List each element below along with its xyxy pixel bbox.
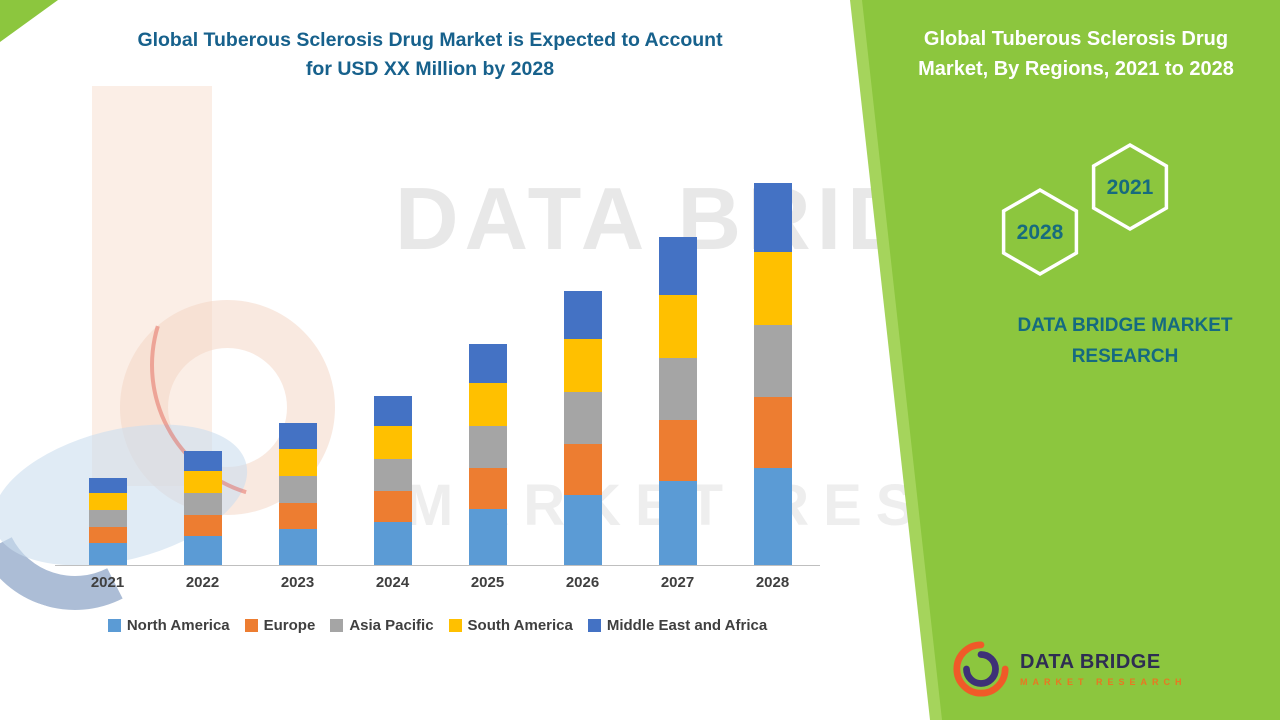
logo-purple-arc xyxy=(963,651,999,687)
brand-line1: DATA BRIDGE MARKET xyxy=(1017,315,1233,336)
segment-south-america-2022 xyxy=(183,471,222,493)
segment-north-america-2026 xyxy=(563,495,602,565)
segment-middle-east-and-africa-2021 xyxy=(88,478,127,493)
segment-middle-east-and-africa-2022 xyxy=(183,451,222,471)
segment-north-america-2024 xyxy=(373,522,412,565)
segment-south-america-2027 xyxy=(658,295,697,358)
segment-south-america-2024 xyxy=(373,426,412,459)
dbmr-logo: DATA BRIDGE MARKET RESEARCH xyxy=(952,640,1187,698)
segment-middle-east-and-africa-2027 xyxy=(658,237,697,295)
hexagon-2021-outline xyxy=(1091,142,1169,232)
segment-middle-east-and-africa-2024 xyxy=(373,396,412,426)
logo-text-main: DATA BRIDGE xyxy=(1020,651,1161,673)
segment-south-america-2028 xyxy=(753,252,792,325)
hexagon-2028-label: 2028 xyxy=(1017,221,1064,244)
segment-europe-2027 xyxy=(658,420,697,481)
segment-asia-pacific-2025 xyxy=(468,426,507,468)
brand-line2: RESEARCH xyxy=(1071,346,1179,367)
panel-title-line2: Market, By Regions, 2021 to 2028 xyxy=(918,58,1234,80)
segment-europe-2028 xyxy=(753,397,792,468)
bar-2024 xyxy=(373,396,412,565)
dbmr-logo-text: DATA BRIDGE MARKET RESEARCH xyxy=(1020,651,1187,687)
legend-swatch-asia-pacific xyxy=(330,619,344,632)
legend-swatch-middle-east-and-africa xyxy=(587,619,601,632)
segment-middle-east-and-africa-2023 xyxy=(278,423,317,449)
segment-europe-2021 xyxy=(88,527,127,543)
bar-2027 xyxy=(658,237,697,565)
segment-europe-2025 xyxy=(468,468,507,509)
x-axis-line xyxy=(55,565,820,566)
chart-legend: North America Europe Asia Pacific South Ame… xyxy=(55,617,820,634)
chart-title-line2: for USD XX Million by 2028 xyxy=(305,58,555,80)
legend-label-north-america: North America xyxy=(126,617,230,634)
segment-europe-2026 xyxy=(563,444,602,495)
legend-item-asia-pacific: Asia Pacific xyxy=(330,617,434,634)
logo-text-sub: MARKET RESEARCH xyxy=(1020,677,1187,687)
segment-asia-pacific-2027 xyxy=(658,358,697,420)
bar-2025 xyxy=(468,344,507,565)
bar-2022 xyxy=(183,451,222,565)
segment-middle-east-and-africa-2025 xyxy=(468,344,507,383)
segment-asia-pacific-2024 xyxy=(373,459,412,491)
legend-swatch-south-america xyxy=(448,619,462,632)
legend-item-north-america: North America xyxy=(107,617,230,634)
x-axis-label-2028: 2028 xyxy=(755,574,790,591)
segment-south-america-2023 xyxy=(278,449,317,476)
segment-south-america-2025 xyxy=(468,383,507,426)
chart-title-line1: Global Tuberous Sclerosis Drug Market is… xyxy=(137,29,723,51)
segment-north-america-2027 xyxy=(658,481,697,565)
segment-north-america-2025 xyxy=(468,509,507,565)
panel-title-line1: Global Tuberous Sclerosis Drug xyxy=(923,28,1229,50)
bar-2028 xyxy=(753,183,792,565)
hexagon-2028-outline xyxy=(1001,187,1079,277)
legend-swatch-north-america xyxy=(107,619,121,632)
chart-title: Global Tuberous Sclerosis Drug Market is… xyxy=(70,26,790,84)
legend-label-asia-pacific: Asia Pacific xyxy=(349,617,434,634)
legend-label-south-america: South America xyxy=(467,617,573,634)
segment-north-america-2022 xyxy=(183,536,222,565)
legend-label-europe: Europe xyxy=(263,617,316,634)
segment-asia-pacific-2026 xyxy=(563,392,602,444)
legend-item-europe: Europe xyxy=(244,617,316,634)
bar-2026 xyxy=(563,291,602,565)
segment-north-america-2023 xyxy=(278,529,317,565)
brand-text: DATA BRIDGE MARKET RESEARCH xyxy=(955,310,1280,372)
legend-item-middle-east-and-africa: Middle East and Africa xyxy=(587,617,768,634)
logo-orange-arc xyxy=(953,641,1009,697)
x-axis-label-2027: 2027 xyxy=(660,574,695,591)
segment-south-america-2021 xyxy=(88,493,127,510)
segment-north-america-2028 xyxy=(753,468,792,565)
x-axis-label-2025: 2025 xyxy=(470,574,505,591)
segment-asia-pacific-2022 xyxy=(183,493,222,515)
x-axis-label-2023: 2023 xyxy=(280,574,315,591)
segment-europe-2024 xyxy=(373,491,412,522)
x-axis-label-2022: 2022 xyxy=(185,574,220,591)
segment-middle-east-and-africa-2026 xyxy=(563,291,602,339)
hexagon-2021-label: 2021 xyxy=(1107,176,1154,199)
year-hexagons: 2028 2021 xyxy=(1001,142,1169,277)
segment-middle-east-and-africa-2028 xyxy=(753,183,792,252)
bar-2021 xyxy=(88,478,127,565)
dbmr-logo-icon xyxy=(953,641,1009,697)
segment-asia-pacific-2021 xyxy=(88,510,127,527)
segment-europe-2022 xyxy=(183,515,222,536)
legend-swatch-europe xyxy=(244,619,258,632)
x-axis-label-2026: 2026 xyxy=(565,574,600,591)
x-axis-label-2021: 2021 xyxy=(90,574,125,591)
segment-north-america-2021 xyxy=(88,543,127,565)
x-axis-label-2024: 2024 xyxy=(375,574,410,591)
segment-asia-pacific-2028 xyxy=(753,325,792,397)
segment-asia-pacific-2023 xyxy=(278,476,317,503)
panel-title: Global Tuberous Sclerosis Drug Market, B… xyxy=(880,24,1272,84)
segment-south-america-2026 xyxy=(563,339,602,392)
legend-item-south-america: South America xyxy=(448,617,573,634)
segment-europe-2023 xyxy=(278,503,317,529)
legend-label-middle-east-and-africa: Middle East and Africa xyxy=(606,617,768,634)
bar-2023 xyxy=(278,423,317,565)
